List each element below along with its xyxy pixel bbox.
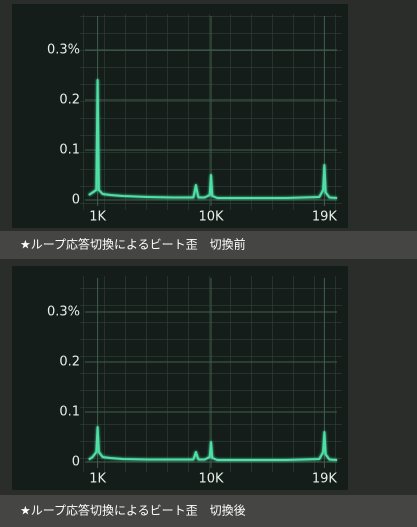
caption: ★ループ応答切換によるビート歪 切換後	[20, 503, 246, 518]
x-tick-label: 1K	[89, 472, 106, 487]
y-tick-label: 0.2	[59, 93, 80, 108]
y-tick-label: 0	[72, 193, 80, 208]
y-tick-label: 0.3%	[47, 305, 80, 320]
x-tick-label: 1K	[89, 210, 106, 225]
x-tick-label: 19K	[312, 210, 338, 225]
y-tick-label: 0	[72, 455, 80, 470]
y-tick-label: 0.1	[59, 143, 80, 158]
caption: ★ループ応答切換によるビート歪 切換前	[20, 237, 246, 252]
x-tick-label: 19K	[312, 472, 338, 487]
x-tick-label: 10K	[198, 472, 224, 487]
y-tick-label: 0.2	[59, 355, 80, 370]
x-tick-label: 10K	[198, 210, 224, 225]
screenshot: 0 0.1 0.2 0.3% 1K 10K 19K ★ループ応答切換によるビート歪 切換前 0 0…	[0, 0, 417, 527]
page: {"chart_data": [ {"type": "line", "capti…	[0, 0, 417, 527]
y-tick-label: 0.3%	[47, 43, 80, 58]
y-tick-label: 0.1	[59, 405, 80, 420]
